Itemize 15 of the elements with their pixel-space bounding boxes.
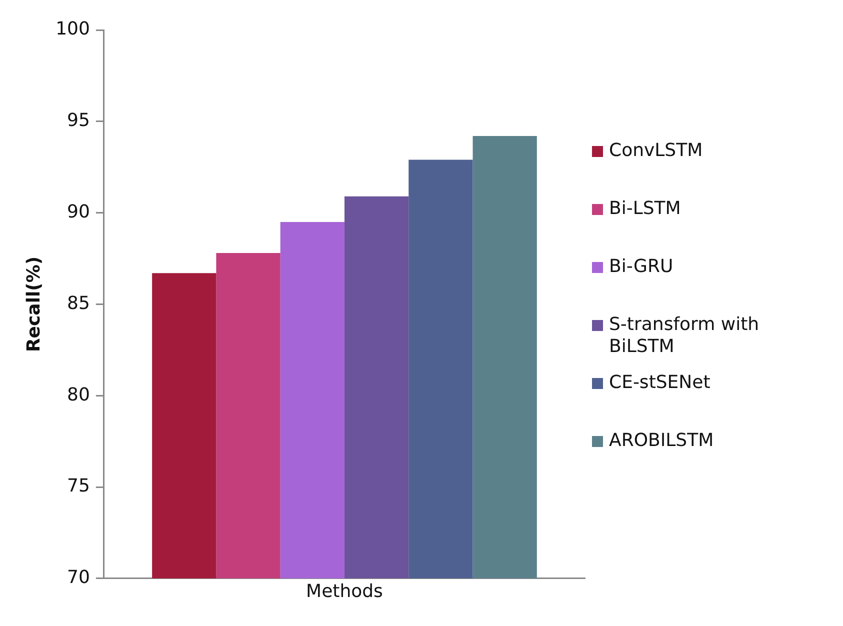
y-tick-label: 90: [67, 201, 90, 222]
legend-label: AROBILSTM: [609, 430, 715, 452]
y-tick-label: 70: [67, 567, 90, 588]
legend-label: Bi-LSTM: [609, 198, 682, 220]
legend-label: S-transform with BiLSTM: [609, 314, 760, 358]
legend-label: CE-stSENet: [609, 372, 712, 394]
y-tick-label: 95: [67, 110, 90, 132]
y-tick-label: 80: [67, 384, 90, 406]
legend-label: ConvLSTM: [609, 140, 704, 162]
y-tick-label: 100: [56, 18, 90, 40]
y-axis-title: Recall(%): [23, 256, 44, 352]
x-tick-label: Methods: [306, 580, 383, 602]
y-tick-label: 75: [67, 476, 90, 497]
legend-label: Bi-GRU: [609, 256, 674, 278]
y-tick-label: 85: [67, 292, 90, 314]
